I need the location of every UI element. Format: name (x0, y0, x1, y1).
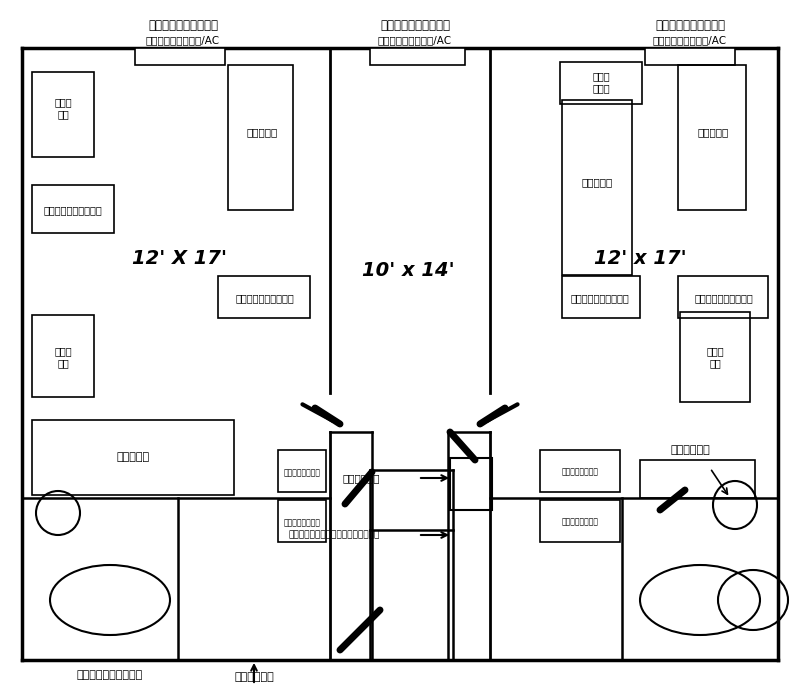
Bar (560, 62, 642, 104)
Text: 10' x 14': 10' x 14' (362, 260, 454, 279)
Bar (278, 500, 326, 542)
Text: ဘောစင်: ဘောစင် (342, 473, 380, 483)
Text: မှန်တင်ခုံ: မှန်တင်ခုံ (236, 293, 294, 303)
Text: မှန်တင်ခုံ: မှန်တင်ခုံ (44, 205, 102, 215)
Text: ခုတင်: ခုတင် (698, 127, 729, 137)
Text: အဝတ်စီရီ: အဝတ်စီရီ (283, 519, 321, 527)
Text: အဝတ်စီရီ: အဝတ်စီရီ (283, 469, 321, 477)
Bar (32, 72, 94, 157)
Text: ရေချိုးကန်: ရေချိုးကန် (77, 670, 143, 680)
Bar (645, 48, 735, 65)
Text: အပူပေးရေး/AC: အပူပေးရေး/AC (653, 35, 727, 45)
Bar (228, 65, 293, 210)
Bar (678, 276, 768, 318)
Text: အဝတ်စီရီ: အဝတ်စီရီ (562, 467, 598, 477)
Text: စား
ပွဲ: စား ပွဲ (592, 71, 610, 92)
Bar (450, 458, 492, 510)
Text: ခုတင်: ခုတင် (582, 177, 613, 187)
Bar (278, 450, 326, 492)
Bar (32, 315, 94, 397)
Text: ခုတင်: ခုတင် (246, 127, 278, 137)
Bar (218, 276, 310, 318)
Text: ဘောစင်: ဘောစင် (234, 672, 274, 682)
Bar (32, 420, 234, 495)
Text: အဆွဲပါသည်စီရီများ: အဆွဲပါသည်စီရီများ (289, 530, 380, 540)
Text: မှန်တင်ခုံ: မှန်တင်ခုံ (570, 293, 630, 303)
Text: မြတ်းလေးငံ: မြတ်းလေးငံ (380, 18, 450, 32)
Text: စား
ငံ: စား ငံ (706, 346, 724, 368)
Text: အပူပေးရေး/AC: အပူပေးရေး/AC (146, 35, 220, 45)
Text: အိမ်သာ: အိမ်သာ (670, 445, 710, 455)
Bar (540, 500, 620, 542)
Bar (370, 48, 465, 65)
Bar (678, 65, 746, 210)
Bar (562, 276, 640, 318)
Bar (562, 100, 632, 275)
Text: အဝတ်စီရီ: အဝတ်စီရီ (562, 517, 598, 527)
Text: ခုတင်: ခုတင် (117, 452, 150, 462)
Text: စား
ငံ: စား ငံ (54, 346, 72, 368)
Bar (32, 185, 114, 233)
Text: မြတ်းလေးငံ: မြတ်းလေးငံ (655, 18, 725, 32)
Bar (135, 48, 225, 65)
Bar (680, 312, 750, 402)
Text: မှန်တင်ခုံ: မှန်တင်ခုံ (694, 293, 754, 303)
Text: 12' x 17': 12' x 17' (594, 249, 686, 268)
Text: 12' X 17': 12' X 17' (133, 249, 227, 268)
Text: မြတ်းလေးငံ: မြတ်းလေးငံ (148, 18, 218, 32)
Bar (640, 460, 755, 498)
Text: အပူပေးရေး/AC: အပူပေးရေး/AC (378, 35, 452, 45)
Text: စား
ငံ: စား ငံ (54, 97, 72, 119)
Bar (540, 450, 620, 492)
